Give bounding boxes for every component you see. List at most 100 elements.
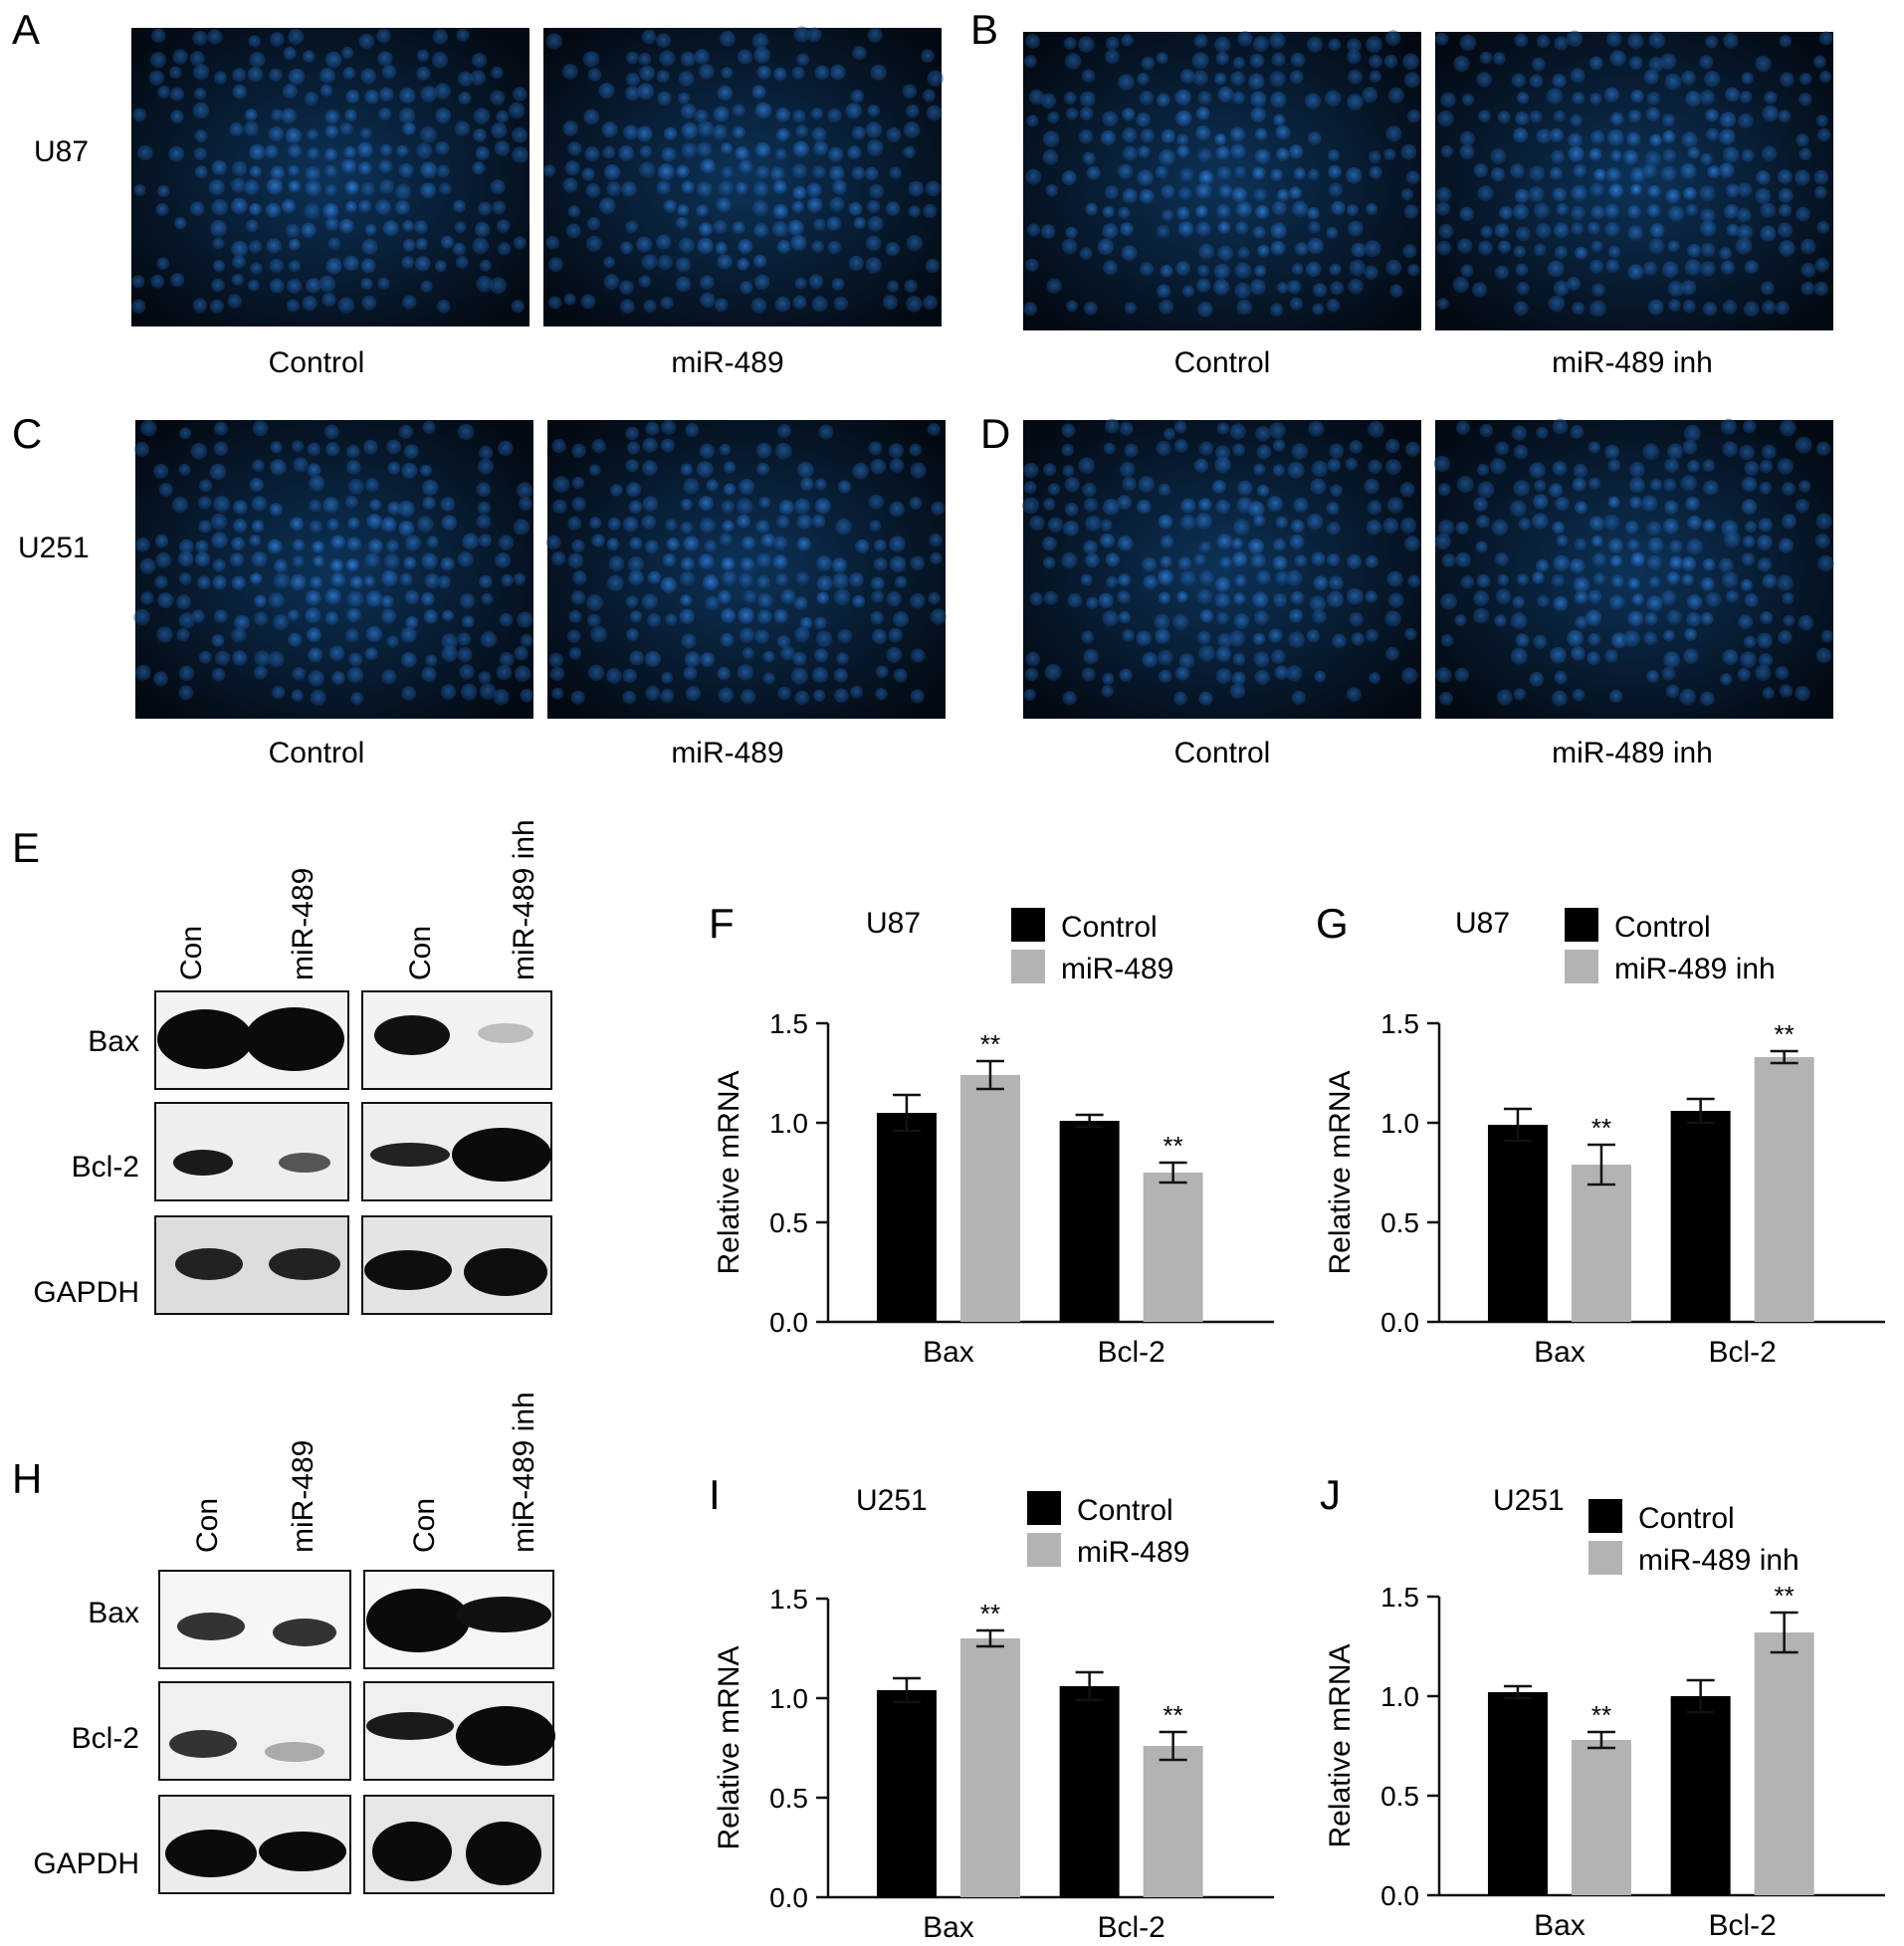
nucleus <box>1270 222 1287 240</box>
nucleus <box>675 257 692 273</box>
nucleus <box>432 29 449 45</box>
nucleus <box>1574 590 1588 605</box>
nucleus <box>1098 592 1114 608</box>
nucleus <box>742 590 757 604</box>
nucleus <box>1304 93 1322 109</box>
nucleus <box>1512 203 1529 220</box>
nucleus <box>231 240 249 258</box>
band-h-bax-con-r <box>366 1589 470 1652</box>
nucleus <box>1309 595 1327 612</box>
legend-swatch <box>1588 1499 1622 1533</box>
bar <box>1487 1125 1548 1322</box>
nucleus <box>306 627 321 643</box>
nucleus <box>441 645 459 662</box>
nucleus <box>1256 484 1270 498</box>
nucleus <box>341 46 354 60</box>
nucleus <box>1061 423 1076 438</box>
nucleus <box>1798 147 1812 161</box>
nucleus <box>1400 188 1414 201</box>
nucleus <box>192 30 208 46</box>
nucleus <box>1476 573 1491 588</box>
nucleus <box>1737 667 1752 682</box>
nucleus <box>344 108 357 122</box>
nucleus <box>1548 295 1566 313</box>
nucleus <box>1682 439 1698 455</box>
band-e-gapdh-con-r <box>364 1250 452 1290</box>
nucleus <box>769 166 785 182</box>
nucleus <box>656 70 670 84</box>
nucleus <box>1759 481 1773 495</box>
nucleus <box>549 666 565 682</box>
nucleus <box>1369 672 1381 685</box>
nucleus <box>1575 615 1588 630</box>
nucleus <box>1593 168 1607 182</box>
nucleus <box>1175 109 1192 127</box>
nucleus <box>290 573 307 591</box>
nucleus <box>1745 521 1758 534</box>
nucleus <box>1213 279 1230 296</box>
nucleus <box>1795 436 1812 454</box>
nucleus <box>154 534 169 548</box>
nucleus <box>1644 150 1662 168</box>
nucleus <box>194 88 207 101</box>
nucleus <box>491 66 504 80</box>
nucleus <box>607 517 621 532</box>
nucleus <box>1706 127 1720 141</box>
nucleus <box>713 219 728 235</box>
nucleus <box>343 145 356 159</box>
nucleus <box>380 608 397 624</box>
nucleus <box>580 294 596 310</box>
nucleus <box>192 64 210 81</box>
legend-label: miR-489 <box>1077 1536 1189 1569</box>
nucleus <box>888 627 904 643</box>
nucleus <box>1567 277 1582 292</box>
nucleus <box>754 629 769 644</box>
nucleus <box>1459 144 1475 160</box>
western-blot-e: Con miR-489 Con miR-489 inh Bax Bcl-2 GA… <box>33 819 552 1315</box>
nucleus <box>1047 111 1060 124</box>
nucleus <box>1628 477 1645 494</box>
nucleus <box>359 127 372 140</box>
nucleus <box>396 144 409 157</box>
nucleus <box>780 645 795 661</box>
nucleus <box>307 442 321 457</box>
nucleus <box>305 278 321 294</box>
nucleus <box>231 160 248 177</box>
nucleus <box>1699 185 1716 202</box>
nucleus <box>270 459 287 476</box>
nucleus <box>134 664 151 681</box>
nucleus <box>587 68 602 82</box>
nucleus <box>1664 458 1680 474</box>
nucleus <box>738 239 753 255</box>
nucleus <box>735 181 748 195</box>
blot-box-h-bcl2-left <box>158 1681 351 1781</box>
nucleus <box>305 165 321 182</box>
nucleus <box>696 204 709 218</box>
nucleus <box>157 86 171 99</box>
nucleus <box>1552 521 1566 535</box>
nucleus <box>1232 652 1246 666</box>
nucleus <box>1197 91 1212 106</box>
nucleus <box>1085 202 1099 216</box>
nucleus <box>1384 646 1399 661</box>
nucleus <box>551 551 566 566</box>
nucleus <box>885 242 901 257</box>
nucleus <box>457 647 473 663</box>
legend-swatch <box>1027 1491 1061 1525</box>
nucleus <box>1549 166 1564 180</box>
nucleus <box>793 596 808 611</box>
nucleus <box>1286 665 1303 682</box>
nucleus <box>739 479 755 496</box>
nucleus <box>1662 129 1676 144</box>
nucleus <box>364 90 380 105</box>
nucleus <box>1587 589 1602 604</box>
nucleus <box>348 652 363 667</box>
nucleus <box>894 575 908 589</box>
nucleus <box>921 49 935 63</box>
nucleus <box>1478 109 1491 122</box>
nucleus <box>1454 667 1469 683</box>
nucleus <box>1571 222 1585 236</box>
nucleus <box>1649 223 1665 239</box>
nucleus <box>570 690 585 705</box>
nucleus <box>776 634 791 649</box>
